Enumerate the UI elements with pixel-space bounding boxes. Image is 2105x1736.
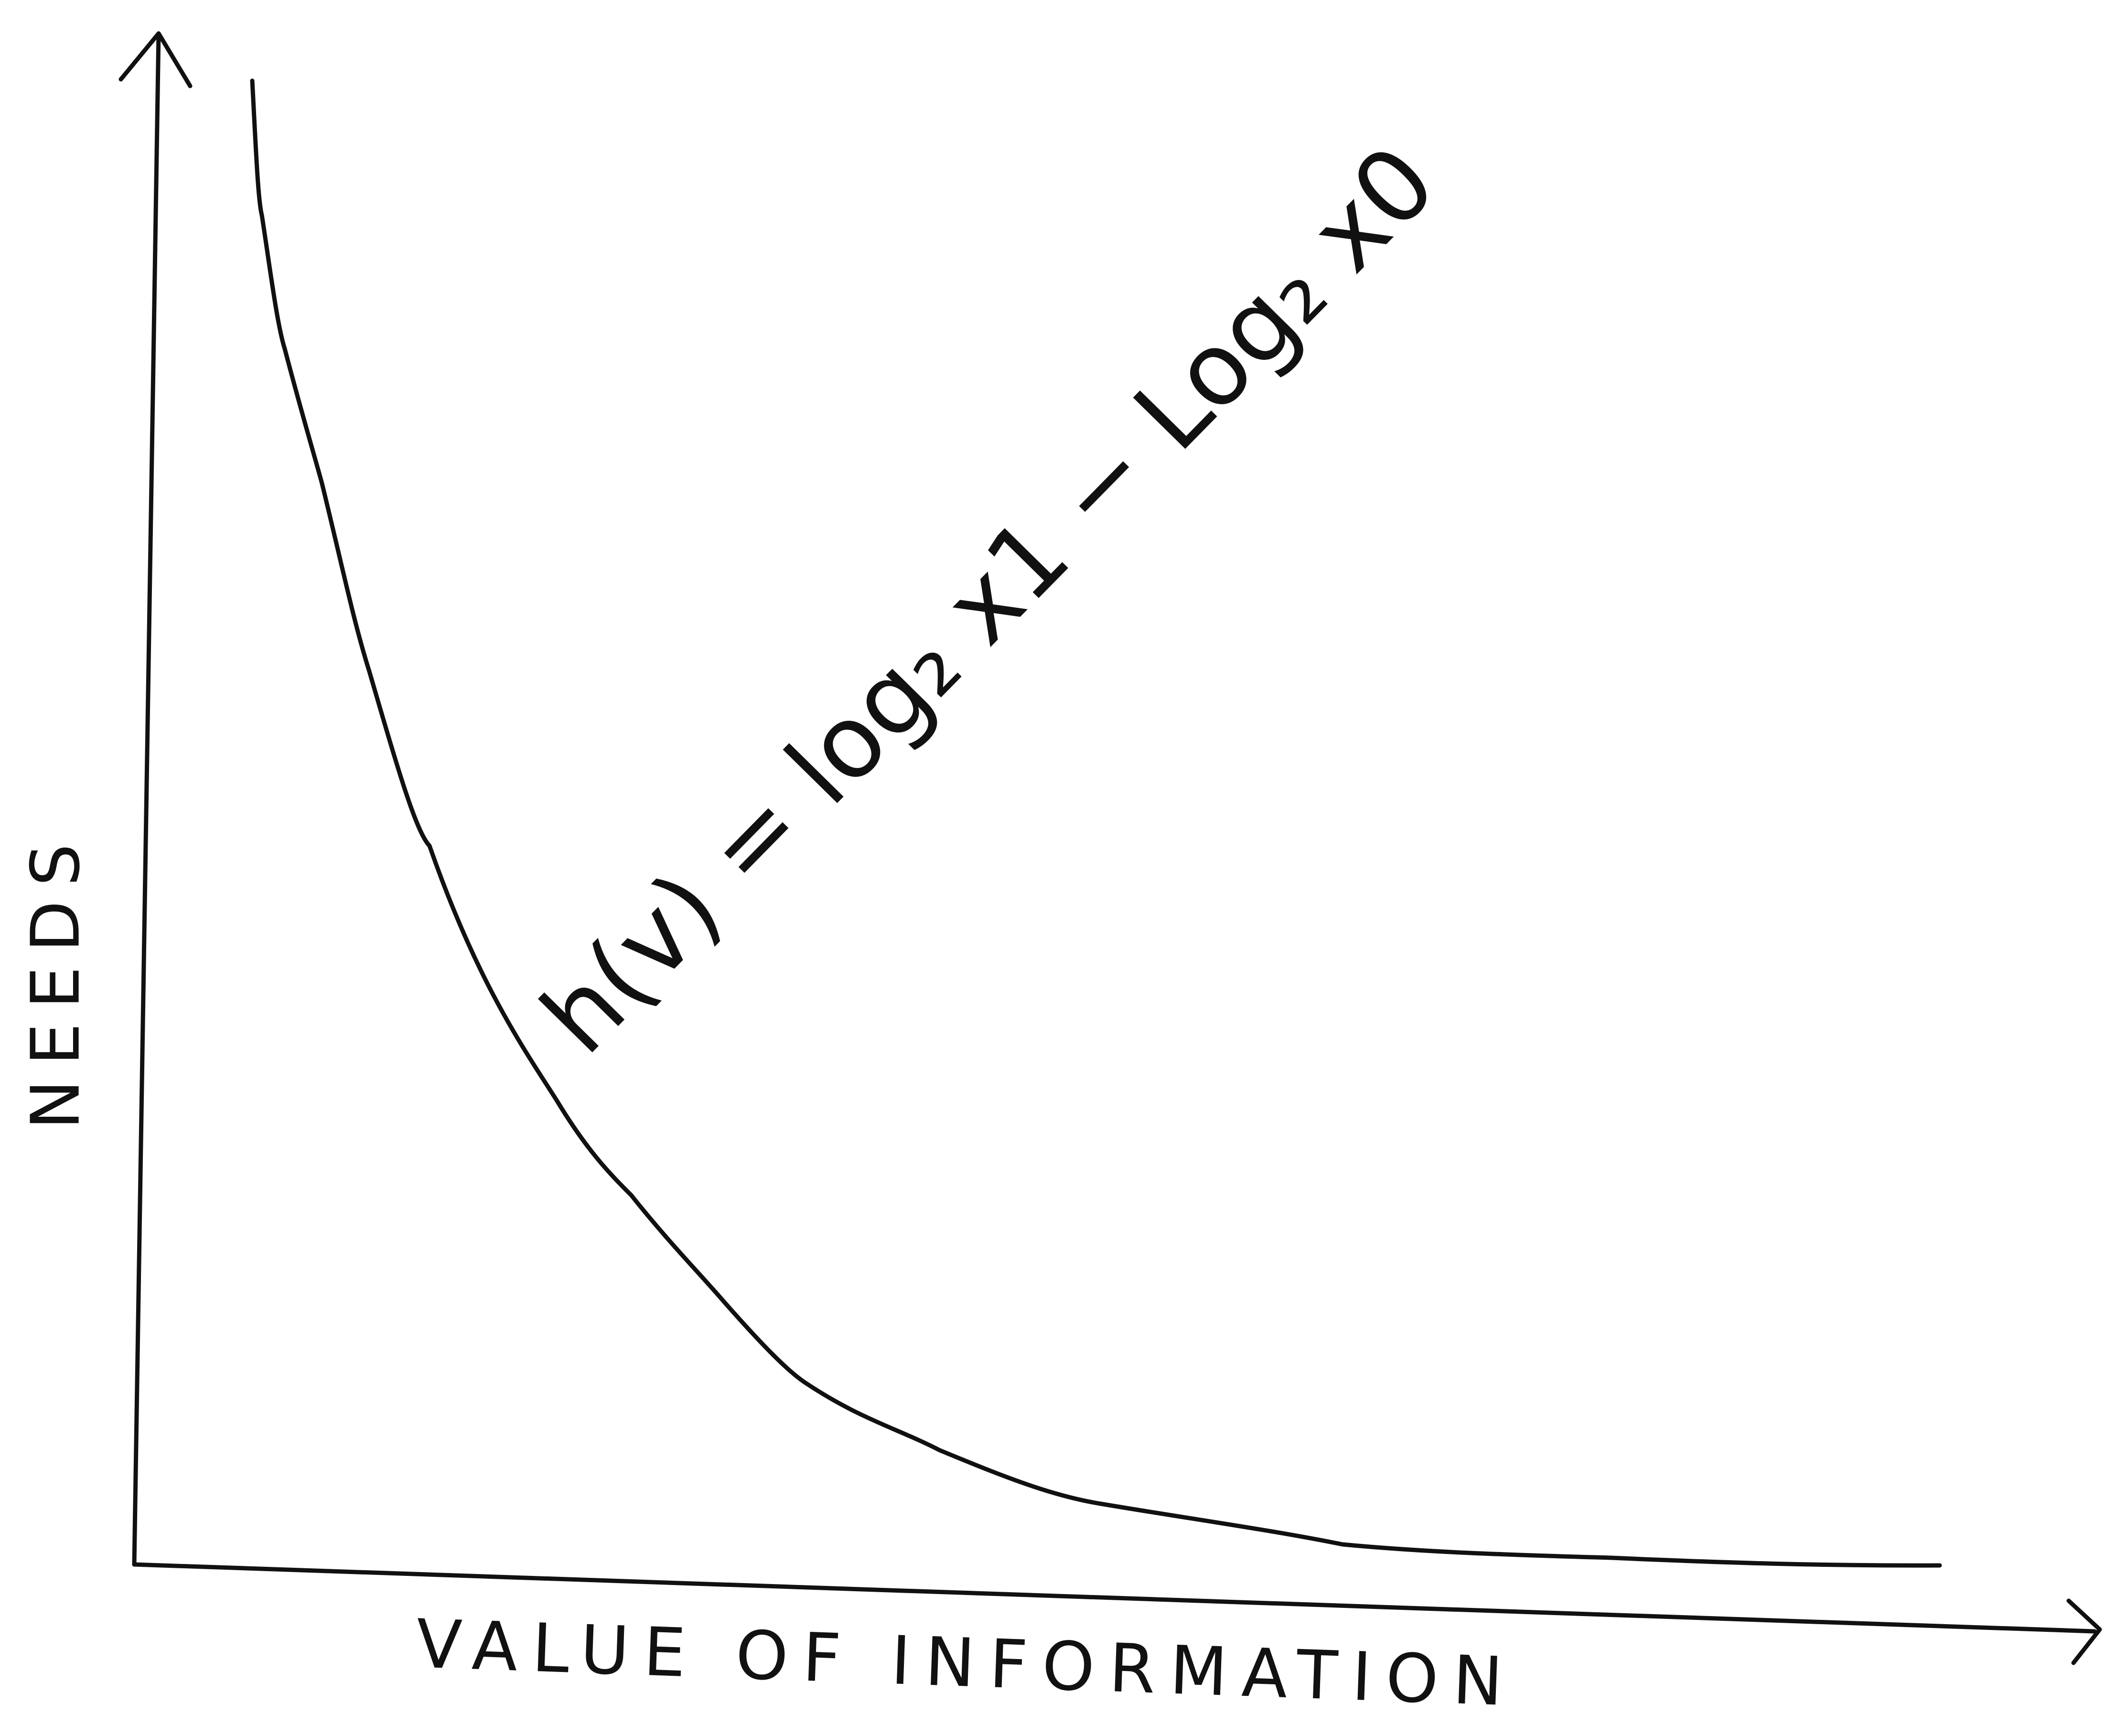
- page: {"y_axis_label": "NEEDS", "x_axis_label"…: [0, 0, 2105, 1736]
- y-axis-label: NEEDS: [17, 830, 95, 1130]
- background: [0, 0, 2105, 1736]
- sketch: NEEDS VALUE OF INFORMATION h(v) = log₂ x…: [0, 0, 2105, 1736]
